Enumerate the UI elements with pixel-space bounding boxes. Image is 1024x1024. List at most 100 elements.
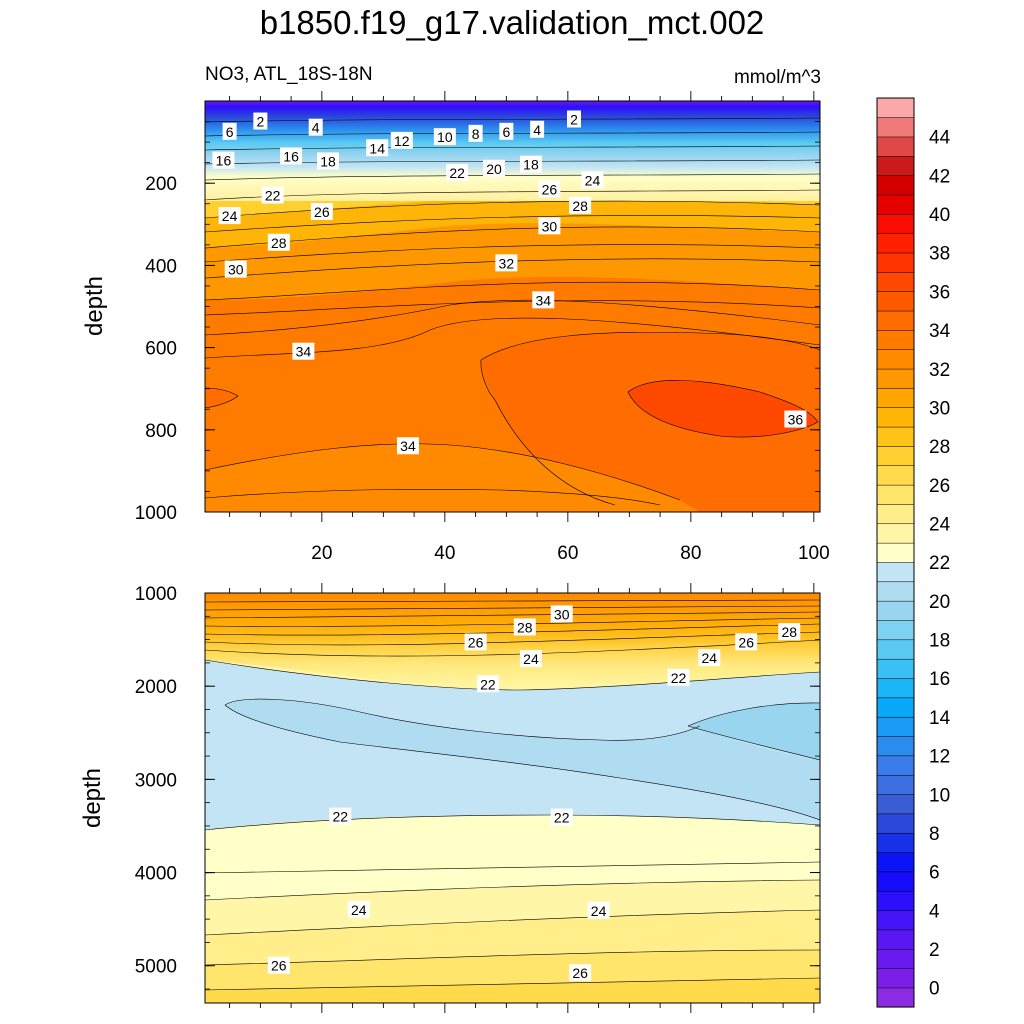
contour-label-box bbox=[519, 650, 542, 668]
contour-label: 26 bbox=[542, 181, 558, 197]
upper-y-axis-label: depth bbox=[81, 276, 108, 336]
contour-label: 28 bbox=[572, 198, 588, 214]
contour-label-box bbox=[390, 131, 413, 149]
contour-label-box bbox=[468, 124, 483, 142]
colorbar-label: 20 bbox=[929, 592, 950, 613]
contour-label-box bbox=[267, 233, 290, 251]
colorbar-swatch bbox=[876, 716, 915, 737]
contour-label-box bbox=[519, 155, 542, 173]
contour-label-box bbox=[567, 110, 581, 128]
contour-label: 34 bbox=[296, 344, 312, 360]
lower-plot-frame bbox=[204, 592, 821, 1004]
colorbar-swatch bbox=[876, 755, 915, 776]
colorbar-swatch bbox=[876, 619, 915, 641]
colorbar-swatch bbox=[876, 561, 915, 583]
y-tick-label: 3000 bbox=[135, 770, 177, 791]
colorbar-swatch bbox=[876, 291, 915, 312]
contour-label-box bbox=[587, 901, 610, 919]
colorbar-swatch bbox=[876, 774, 915, 795]
colorbar-swatch bbox=[876, 213, 915, 234]
contour-label-box bbox=[499, 122, 514, 140]
contour-label-box bbox=[784, 410, 807, 428]
contour-label: 34 bbox=[535, 292, 551, 308]
contour-label-box bbox=[222, 122, 237, 140]
lower-y-axis: 1000 2000 3000 4000 5000 bbox=[135, 584, 820, 990]
contour-label: 26 bbox=[314, 204, 330, 220]
contour-label: 22 bbox=[480, 676, 496, 692]
contour-label: 6 bbox=[226, 124, 234, 140]
chart-title: b1850.f19_g17.validation_mct.002 bbox=[259, 4, 765, 41]
colorbar-swatch bbox=[876, 465, 915, 486]
contour-label-box bbox=[433, 128, 456, 146]
contour-label-box bbox=[267, 956, 290, 974]
colorbar-label: 8 bbox=[929, 824, 940, 845]
colorbar-swatch bbox=[876, 794, 915, 815]
colorbar-swatch bbox=[876, 813, 915, 834]
contour-label: 28 bbox=[271, 235, 287, 251]
contour-label-box bbox=[476, 675, 499, 693]
colorbar-label: 0 bbox=[929, 979, 940, 1000]
contour-label: 26 bbox=[271, 958, 287, 974]
contour-label: 26 bbox=[572, 965, 588, 981]
contour-label-box bbox=[538, 217, 561, 235]
colorbar-swatch bbox=[876, 310, 915, 331]
x-tick-label: 20 bbox=[311, 543, 332, 564]
y-tick-label: 4000 bbox=[135, 864, 177, 885]
contour-label-box bbox=[446, 163, 469, 181]
contour-label: 18 bbox=[523, 157, 539, 173]
contour-label: 32 bbox=[499, 255, 515, 271]
colorbar-swatch bbox=[876, 968, 915, 989]
upper-x-axis: 20 40 60 80 100 bbox=[229, 91, 830, 564]
colorbar-swatch bbox=[876, 832, 915, 853]
contour-label-box bbox=[280, 147, 303, 165]
colorbar-swatch bbox=[876, 175, 915, 196]
colorbar-swatch bbox=[876, 426, 915, 447]
contour-label-box bbox=[569, 196, 592, 214]
contour-label-box bbox=[569, 964, 592, 982]
contour-label: 14 bbox=[369, 140, 385, 156]
contour-label: 26 bbox=[738, 634, 754, 650]
colorbar-swatch bbox=[876, 97, 915, 118]
x-tick-label: 100 bbox=[798, 543, 830, 564]
colorbar-swatch bbox=[876, 233, 915, 254]
colorbar-swatch bbox=[876, 523, 915, 544]
y-tick-label: 200 bbox=[145, 174, 177, 195]
contour-label: 4 bbox=[533, 122, 541, 138]
colorbar-label: 40 bbox=[929, 205, 950, 226]
x-tick-label: 40 bbox=[434, 543, 455, 564]
colorbar-label: 26 bbox=[929, 476, 950, 497]
contour-label: 16 bbox=[283, 148, 299, 164]
colorbar-label: 18 bbox=[929, 631, 950, 652]
contour-label-box bbox=[261, 186, 284, 204]
contour-label: 26 bbox=[468, 634, 484, 650]
colorbar-label: 42 bbox=[929, 166, 950, 187]
contour-label: 30 bbox=[554, 606, 570, 622]
x-tick-label: 60 bbox=[557, 543, 578, 564]
colorbar-label: 36 bbox=[929, 282, 950, 303]
contour-label-box bbox=[581, 171, 604, 189]
colorbar-label: 24 bbox=[929, 514, 951, 535]
colorbar-label: 6 bbox=[929, 863, 940, 884]
contour-label: 22 bbox=[671, 670, 687, 686]
colorbar-label: 12 bbox=[929, 747, 950, 768]
colorbar-swatch bbox=[876, 600, 915, 621]
colorbar-label: 28 bbox=[929, 437, 950, 458]
contour-label: 34 bbox=[400, 438, 416, 454]
contour-label: 8 bbox=[472, 126, 480, 142]
colorbar-label: 22 bbox=[929, 553, 950, 574]
colorbar-swatch bbox=[876, 194, 915, 215]
contour-label: 36 bbox=[788, 412, 804, 428]
contour-label: 20 bbox=[486, 161, 502, 177]
lower-x-axis-ticks bbox=[229, 583, 815, 1013]
contour-label-box bbox=[317, 152, 339, 170]
colorbar-label: 14 bbox=[929, 708, 951, 729]
colorbar-label: 44 bbox=[929, 128, 951, 149]
contour-label-box bbox=[464, 633, 487, 651]
contour-label-box bbox=[310, 202, 333, 220]
contour-label: 28 bbox=[517, 619, 533, 635]
chart-subtitle: NO3, ATL_18S-18N bbox=[205, 64, 373, 85]
colorbar-swatch bbox=[876, 987, 915, 1008]
contour-label: 4 bbox=[312, 120, 320, 136]
y-tick-label: 1000 bbox=[135, 584, 177, 605]
